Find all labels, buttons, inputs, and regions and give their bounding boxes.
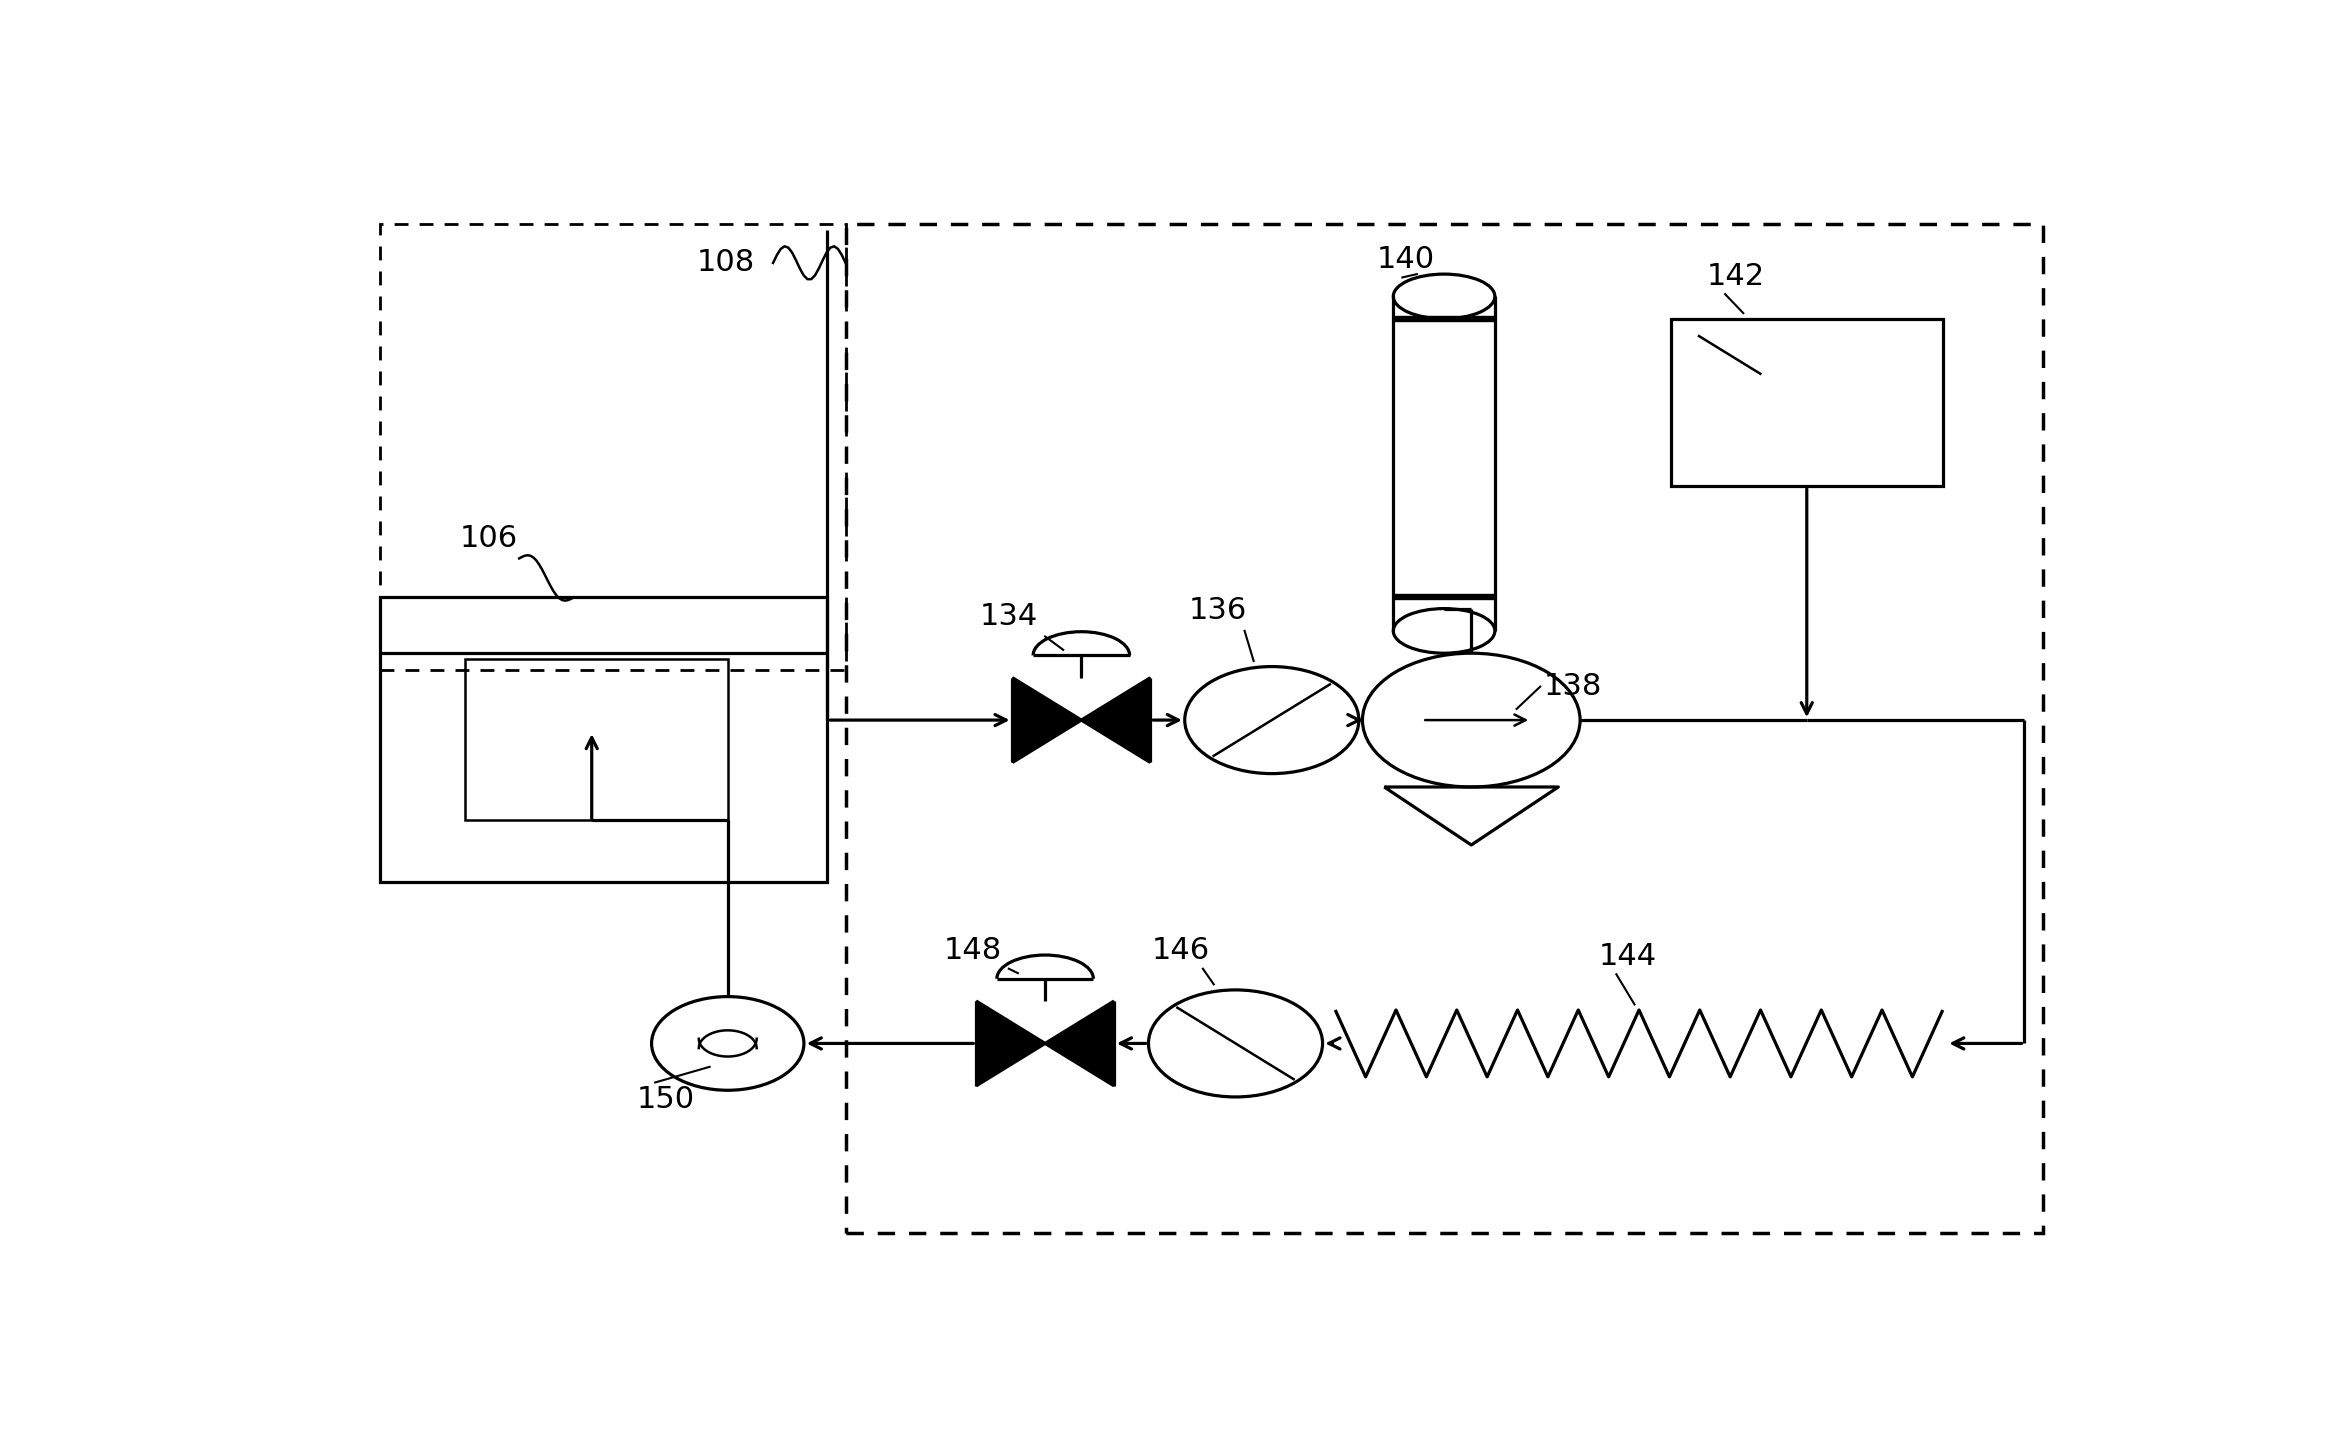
Bar	[379, 598, 828, 882]
Bar	[845, 224, 2043, 1234]
Text: 146: 146	[1151, 937, 1210, 966]
Text: 140: 140	[1376, 245, 1434, 274]
Polygon shape	[1013, 678, 1081, 763]
Text: 150: 150	[636, 1085, 695, 1114]
Polygon shape	[1081, 678, 1151, 763]
Bar	[379, 224, 845, 670]
Text: 148: 148	[943, 937, 1002, 966]
Polygon shape	[1046, 1001, 1114, 1086]
Text: 108: 108	[697, 249, 756, 278]
Text: 144: 144	[1598, 943, 1657, 972]
Bar	[1671, 319, 1942, 487]
Text: 136: 136	[1189, 597, 1247, 626]
Text: 138: 138	[1544, 672, 1603, 701]
Text: 134: 134	[980, 602, 1039, 631]
Bar	[466, 659, 728, 821]
Polygon shape	[976, 1001, 1046, 1086]
Text: 106: 106	[459, 524, 517, 553]
Text: 142: 142	[1708, 262, 1764, 291]
